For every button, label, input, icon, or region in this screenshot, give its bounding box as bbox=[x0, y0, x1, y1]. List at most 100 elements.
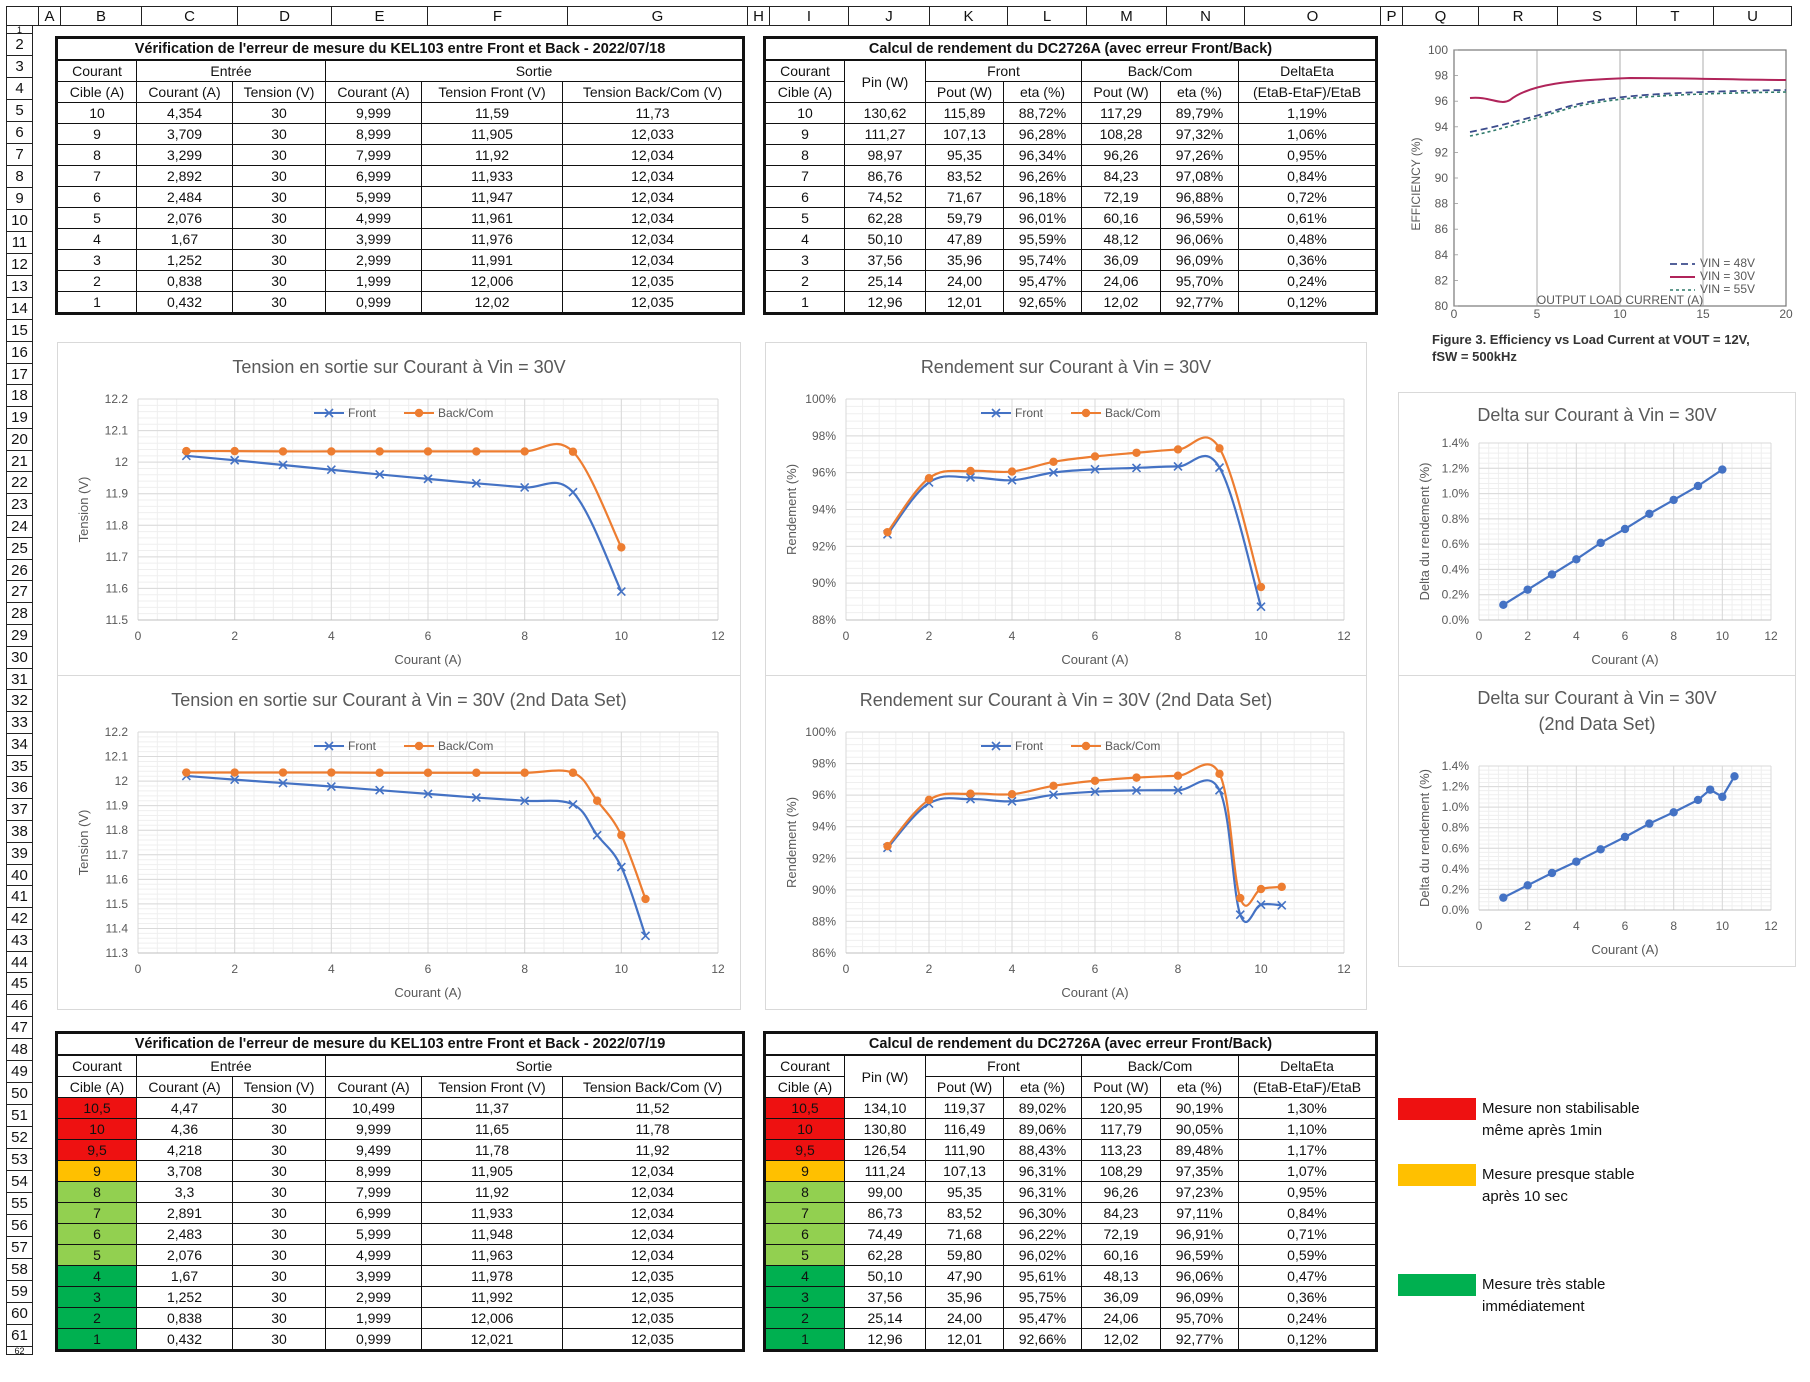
table-cell[interactable]: 108,29 bbox=[1081, 1160, 1161, 1182]
row-header-2[interactable]: 2 bbox=[6, 34, 33, 56]
cell-target-current[interactable]: 1 bbox=[57, 291, 137, 313]
column-header-C[interactable]: C bbox=[142, 6, 238, 26]
row-header-6[interactable]: 6 bbox=[6, 122, 33, 144]
table-cell[interactable]: 11,948 bbox=[421, 1223, 563, 1245]
table-cell[interactable]: 0,36% bbox=[1237, 249, 1377, 271]
row-header-56[interactable]: 56 bbox=[6, 1215, 33, 1237]
column-header-I[interactable]: I bbox=[770, 6, 849, 26]
table-cell[interactable]: 88,72% bbox=[1003, 102, 1082, 124]
header-courant-a-out[interactable]: Courant (A) bbox=[325, 1076, 422, 1098]
header-deltaeta[interactable]: DeltaEta bbox=[1237, 1054, 1377, 1077]
header-deltaeta[interactable]: DeltaEta bbox=[1237, 59, 1377, 82]
table-cell[interactable]: 30 bbox=[232, 1160, 326, 1182]
row-header-9[interactable]: 9 bbox=[6, 188, 33, 210]
cell-target-current[interactable]: 1 bbox=[765, 291, 845, 313]
cell-target-current[interactable]: 7 bbox=[765, 165, 845, 187]
table-cell[interactable]: 36,09 bbox=[1081, 1286, 1161, 1308]
table-cell[interactable]: 11,991 bbox=[421, 249, 563, 271]
header-eta-front[interactable]: eta (%) bbox=[1003, 81, 1082, 103]
table-cell[interactable]: 9,999 bbox=[325, 1118, 422, 1140]
row-header-49[interactable]: 49 bbox=[6, 1061, 33, 1083]
table-cell[interactable]: 2,076 bbox=[136, 1244, 233, 1266]
table-cell[interactable]: 96,06% bbox=[1160, 228, 1239, 250]
table-cell[interactable]: 95,47% bbox=[1003, 270, 1082, 292]
table-cell[interactable]: 47,89 bbox=[925, 228, 1004, 250]
table-cell[interactable]: 11,92 bbox=[421, 144, 563, 166]
table-cell[interactable]: 11,65 bbox=[421, 1118, 563, 1140]
table-cell[interactable]: 12,034 bbox=[561, 186, 744, 208]
header-back[interactable]: Back/Com bbox=[1081, 1054, 1239, 1077]
row-header-61[interactable]: 61 bbox=[6, 1325, 33, 1347]
column-header-K[interactable]: K bbox=[930, 6, 1008, 26]
cell-target-current[interactable]: 3 bbox=[765, 1286, 845, 1308]
table-cell[interactable]: 117,29 bbox=[1081, 102, 1161, 124]
table-cell[interactable]: 12,034 bbox=[561, 1202, 744, 1224]
series-front[interactable] bbox=[181, 771, 651, 941]
table-cell[interactable]: 4,47 bbox=[136, 1097, 233, 1119]
table-cell[interactable]: 1,06% bbox=[1237, 123, 1377, 145]
table-cell[interactable]: 11,905 bbox=[421, 1160, 563, 1182]
table-cell[interactable]: 95,74% bbox=[1003, 249, 1082, 271]
row-header-40[interactable]: 40 bbox=[6, 864, 33, 887]
table-cell[interactable]: 30 bbox=[232, 1181, 326, 1203]
chart-legend[interactable]: Front Back/Com bbox=[314, 406, 493, 420]
column-header-E[interactable]: E bbox=[332, 6, 428, 26]
cell-target-current[interactable]: 3 bbox=[57, 1286, 137, 1308]
cell-target-current[interactable]: 8 bbox=[57, 144, 137, 166]
table-cell[interactable]: 30 bbox=[232, 186, 326, 208]
cell-target-current[interactable]: 2 bbox=[57, 270, 137, 292]
table-cell[interactable]: 0,999 bbox=[325, 291, 422, 313]
table-cell[interactable]: 62,28 bbox=[844, 207, 926, 229]
table-cell[interactable]: 12,035 bbox=[561, 1286, 744, 1308]
row-header-57[interactable]: 57 bbox=[6, 1237, 33, 1259]
cell-target-current[interactable]: 1 bbox=[765, 1328, 845, 1350]
row-header-17[interactable]: 17 bbox=[6, 363, 33, 386]
header-pin[interactable]: Pin (W) bbox=[844, 59, 926, 103]
table-cell[interactable]: 30 bbox=[232, 1307, 326, 1329]
table-cell[interactable]: 0,61% bbox=[1237, 207, 1377, 229]
table-cell[interactable]: 0,24% bbox=[1237, 270, 1377, 292]
header-courant[interactable]: Courant bbox=[57, 59, 137, 82]
table-cell[interactable]: 5,999 bbox=[325, 186, 422, 208]
column-header-T[interactable]: T bbox=[1637, 6, 1714, 26]
table-cell[interactable]: 88,43% bbox=[1003, 1139, 1082, 1161]
table-cell[interactable]: 11,963 bbox=[421, 1244, 563, 1266]
table-cell[interactable]: 97,32% bbox=[1160, 123, 1239, 145]
cell-target-current[interactable]: 6 bbox=[765, 1223, 845, 1245]
table-cell[interactable]: 24,06 bbox=[1081, 270, 1161, 292]
table-cell[interactable]: 1,67 bbox=[136, 228, 233, 250]
table-cell[interactable]: 12,006 bbox=[421, 1307, 563, 1329]
table-cell[interactable]: 96,06% bbox=[1160, 1265, 1239, 1287]
header-entree[interactable]: Entrée bbox=[136, 59, 326, 82]
table-cell[interactable]: 25,14 bbox=[844, 270, 926, 292]
column-header-U[interactable]: U bbox=[1714, 6, 1792, 26]
table-cell[interactable]: 72,19 bbox=[1081, 186, 1161, 208]
table-cell[interactable]: 12,034 bbox=[561, 1181, 744, 1203]
series-front[interactable] bbox=[882, 454, 1266, 612]
table-cell[interactable]: 60,16 bbox=[1081, 1244, 1161, 1266]
header-pout-front[interactable]: Pout (W) bbox=[925, 81, 1004, 103]
chart-legend[interactable]: Front Back/Com bbox=[981, 406, 1160, 420]
series-delta[interactable] bbox=[1499, 772, 1739, 902]
header-eta-back[interactable]: eta (%) bbox=[1160, 1076, 1239, 1098]
header-cible[interactable]: Cible (A) bbox=[765, 1076, 845, 1098]
table-cell[interactable]: 59,80 bbox=[925, 1244, 1004, 1266]
column-header-D[interactable]: D bbox=[238, 6, 332, 26]
series-backcom[interactable] bbox=[883, 436, 1266, 592]
row-header-45[interactable]: 45 bbox=[6, 973, 33, 996]
table-cell[interactable]: 30 bbox=[232, 1286, 326, 1308]
table-cell[interactable]: 96,91% bbox=[1160, 1223, 1239, 1245]
table-cell[interactable]: 97,35% bbox=[1160, 1160, 1239, 1182]
row-header-58[interactable]: 58 bbox=[6, 1259, 33, 1281]
table-cell[interactable]: 4,999 bbox=[325, 1244, 422, 1266]
table-cell[interactable]: 10,499 bbox=[325, 1097, 422, 1119]
table-cell[interactable]: 36,09 bbox=[1081, 249, 1161, 271]
cell-target-current[interactable]: 10 bbox=[765, 1118, 845, 1140]
table-cell[interactable]: 71,67 bbox=[925, 186, 1004, 208]
table-cell[interactable]: 12,034 bbox=[561, 1160, 744, 1182]
row-header-59[interactable]: 59 bbox=[6, 1281, 33, 1303]
table-cell[interactable]: 12,02 bbox=[421, 291, 563, 313]
table-cell[interactable]: 0,12% bbox=[1237, 291, 1377, 313]
table-cell[interactable]: 11,92 bbox=[561, 1139, 744, 1161]
table-cell[interactable]: 95,59% bbox=[1003, 228, 1082, 250]
